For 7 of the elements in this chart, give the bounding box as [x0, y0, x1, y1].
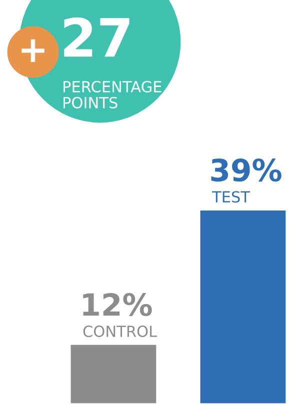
x-tick-label: TEST — [212, 191, 250, 203]
text: PERCENTAGE POINTS — [64, 80, 162, 108]
text: + — [22, 39, 44, 62]
data-label: 12% — [83, 292, 152, 316]
x-tick-label: CONTROL — [83, 326, 157, 338]
text: 27 — [64, 17, 130, 57]
data-label: 39% — [211, 158, 282, 182]
